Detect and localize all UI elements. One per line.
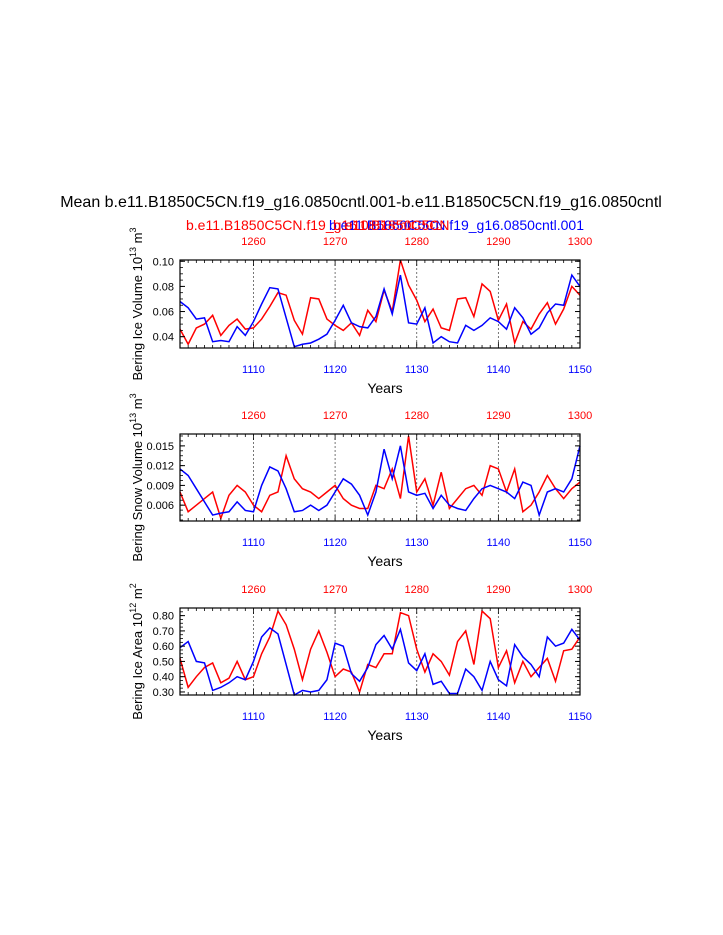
x-axis-label: Years [367,727,402,743]
x-top-tick-label: 1290 [486,584,510,596]
y-tick-label: 0.06 [153,307,174,319]
x-top-tick-label: 1280 [404,410,428,422]
y-tick-label: 0.012 [146,461,174,473]
x-bottom-tick-label: 1150 [568,537,592,549]
chart-panel-1: 0.04 0.06 0.08 0.10 1110 1120 1130 1140 1150 1260… [128,227,592,396]
y-tick-label: 0.40 [153,672,174,684]
chart-panel-2: 0.006 0.009 0.012 0.015 1110 1120 1130 1140 1150… [128,393,592,569]
x-bottom-tick-label: 1130 [405,711,429,723]
x-top-tick-label: 1290 [486,236,510,248]
y-tick-label: 0.60 [153,641,174,653]
x-bottom-tick-label: 1120 [323,537,347,549]
plot-frame [179,433,581,522]
y-axis-label: Bering Ice Volume 1013 m3 [128,227,145,380]
x-top-tick-label: 1280 [404,236,428,248]
x-top-tick-label: 1270 [323,410,347,422]
legend-overlap-text: b.e11.B1850C5CN [333,217,449,233]
x-top-tick-label: 1270 [323,584,347,596]
x-top-tick-label: 1280 [404,584,428,596]
x-bottom-tick-label: 1120 [323,711,347,723]
series-line-blue [179,626,581,697]
x-top-tick-label: 1260 [241,236,265,248]
y-tick-label: 0.10 [153,256,174,268]
x-top-tick-label: 1260 [241,584,265,596]
y-tick-label: 0.70 [153,626,174,638]
y-tick-label: 0.015 [146,441,174,453]
y-tick-label: 0.009 [146,480,174,492]
series-line-red [179,435,581,521]
series-line-red [179,259,581,346]
plot-frame [179,259,581,349]
x-bottom-tick-label: 1140 [487,711,511,723]
x-axis-label: Years [367,380,402,396]
y-tick-label: 0.006 [146,500,174,512]
series-line-blue [179,273,581,348]
series-line-blue [179,445,581,518]
y-tick-label: 0.80 [153,611,174,623]
y-axis-label: Bering Snow Volume 1013 m3 [128,393,145,561]
x-axis-label: Years [367,553,402,569]
x-bottom-tick-label: 1130 [405,364,429,376]
x-top-tick-label: 1270 [323,236,347,248]
series-line-red [179,609,581,695]
x-bottom-tick-label: 1120 [323,364,347,376]
x-bottom-tick-label: 1110 [242,537,265,549]
x-top-tick-label: 1300 [568,584,592,596]
x-bottom-tick-label: 1130 [405,537,429,549]
main-title: Mean b.e11.B1850C5CN.f19_g16.0850cntl.00… [60,194,662,211]
x-bottom-tick-label: 1150 [568,711,592,723]
legend-red-run: b.e11.B1850C5CN.f19_g16.0850cntl.001 [186,217,441,233]
y-tick-label: 0.30 [153,687,174,699]
x-top-tick-label: 1300 [568,410,592,422]
x-bottom-tick-label: 1140 [487,537,511,549]
legend-blue-run: b.e11.B1850C5CN.f19_g16.0850cntl.001 [329,217,584,233]
x-bottom-tick-label: 1110 [242,364,265,376]
x-top-tick-label: 1300 [568,236,592,248]
plot-frame [179,607,581,696]
x-bottom-tick-label: 1150 [568,364,592,376]
x-top-tick-label: 1290 [486,410,510,422]
y-axis-label: Bering Ice Area 1012 m2 [128,583,145,719]
y-tick-label: 0.50 [153,656,174,668]
chart-panel-3: 0.30 0.40 0.50 0.60 0.70 0.80 1110 1120 1130 1140… [128,583,592,743]
x-bottom-tick-label: 1110 [242,711,265,723]
y-tick-label: 0.04 [153,332,174,344]
x-top-tick-label: 1260 [241,410,265,422]
x-bottom-tick-label: 1140 [487,364,511,376]
y-tick-label: 0.08 [153,281,174,293]
